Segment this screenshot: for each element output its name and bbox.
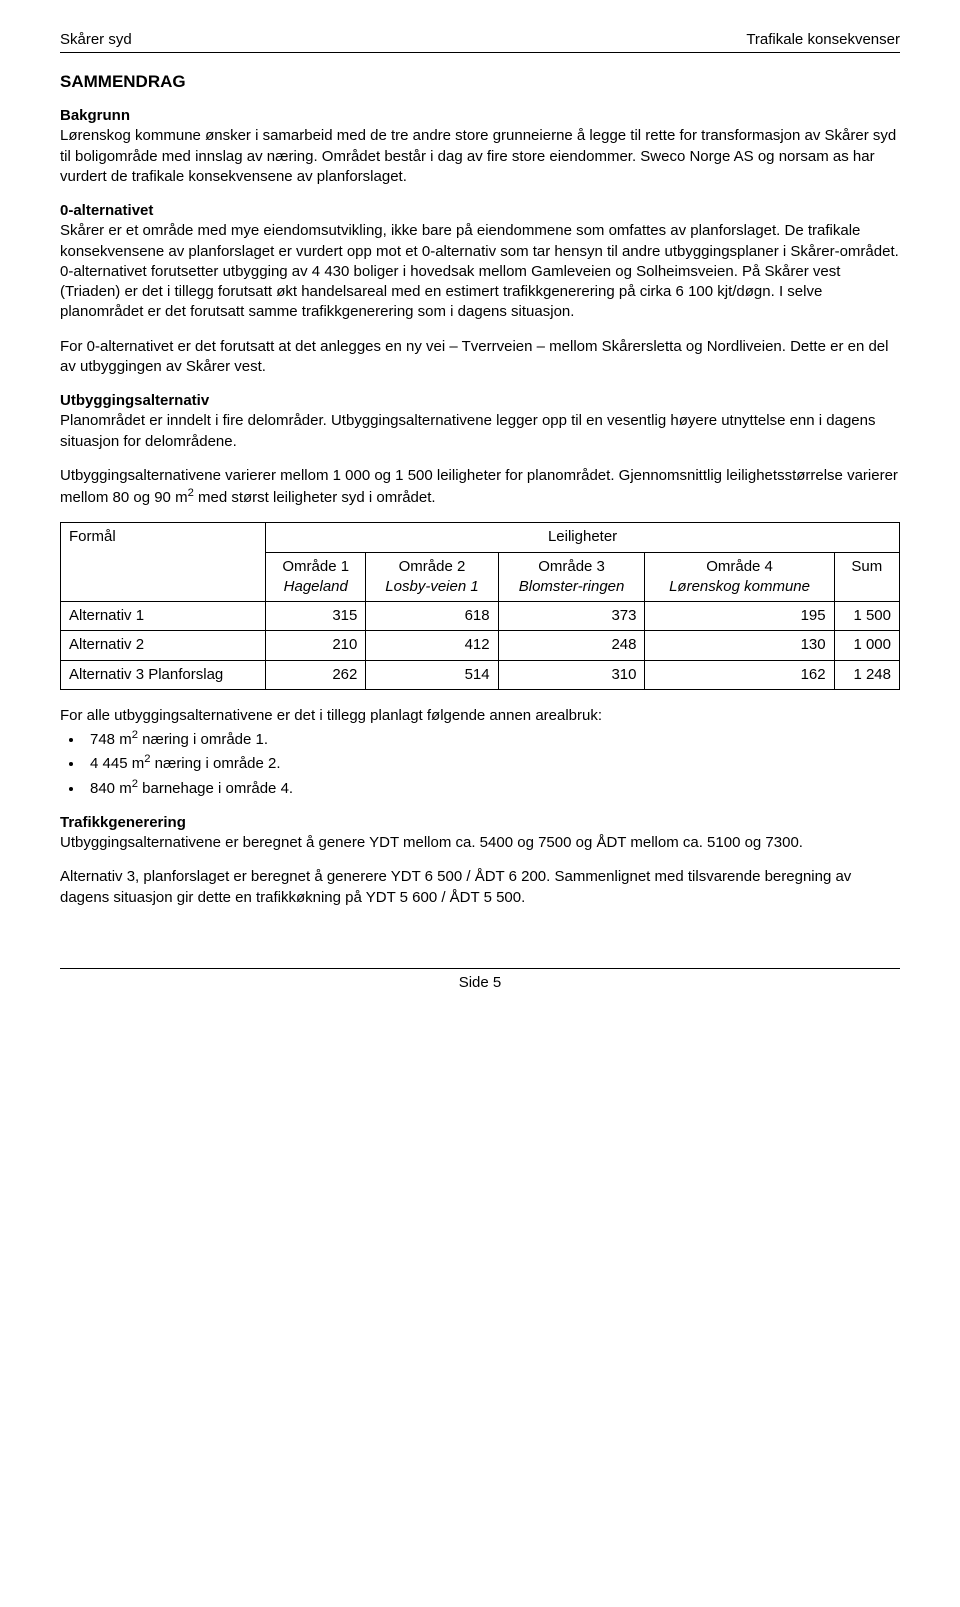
table-row: Alternativ 2 210 412 248 130 1 000 [61, 631, 900, 660]
text-span: næring i område 2. [150, 755, 280, 772]
page-number: Side 5 [459, 974, 502, 991]
cell: 262 [266, 660, 366, 689]
subheading-null-alternativ: 0-alternativet [60, 201, 900, 221]
subheading-trafikkgenerering: Trafikkgenerering [60, 813, 900, 833]
table-col-2: Område 2 Losby-veien 1 [366, 552, 498, 602]
cell: 1 500 [834, 602, 899, 631]
col-name: Område 1 [274, 557, 357, 577]
col-name: Sum [843, 557, 891, 577]
leiligheter-table: Formål Leiligheter Område 1 Hageland Omr… [60, 522, 900, 690]
col-name: Område 3 [507, 557, 637, 577]
list-item: 4 445 m2 næring i område 2. [84, 752, 900, 774]
table-col-3: Område 3 Blomster-ringen [498, 552, 645, 602]
cell: 248 [498, 631, 645, 660]
text-span: barnehage i område 4. [138, 780, 293, 797]
paragraph-bakgrunn: Lørenskog kommune ønsker i samarbeid med… [60, 126, 900, 187]
cell: 412 [366, 631, 498, 660]
cell: 1 000 [834, 631, 899, 660]
table-row: Alternativ 1 315 618 373 195 1 500 [61, 602, 900, 631]
page-footer: Side 5 [60, 968, 900, 993]
areal-intro: For alle utbyggingsalternativene er det … [60, 706, 900, 726]
areal-list: 748 m2 næring i område 1. 4 445 m2 nærin… [84, 728, 900, 799]
paragraph-trafikk-2: Alternativ 3, planforslaget er beregnet … [60, 867, 900, 908]
col-name: Område 2 [374, 557, 489, 577]
cell: 373 [498, 602, 645, 631]
col-sub: Lørenskog kommune [653, 577, 825, 597]
subheading-utbygging: Utbyggingsalternativ [60, 391, 900, 411]
table-header-formal: Formål [61, 523, 266, 602]
subheading-bakgrunn: Bakgrunn [60, 106, 900, 126]
text-span: med størst leiligheter syd i området. [194, 489, 436, 506]
row-label: Alternativ 2 [61, 631, 266, 660]
table-header-leiligheter: Leiligheter [266, 523, 900, 552]
cell: 130 [645, 631, 834, 660]
list-item: 748 m2 næring i område 1. [84, 728, 900, 750]
text-span: 748 m [90, 731, 132, 748]
paragraph-utbygging-2: Utbyggingsalternativene varierer mellom … [60, 466, 900, 509]
text-span: næring i område 1. [138, 731, 268, 748]
cell: 162 [645, 660, 834, 689]
header-left: Skårer syd [60, 30, 132, 50]
text-span: 840 m [90, 780, 132, 797]
col-sub: Losby-veien 1 [374, 577, 489, 597]
list-item: 840 m2 barnehage i område 4. [84, 777, 900, 799]
cell: 315 [266, 602, 366, 631]
table-col-4: Område 4 Lørenskog kommune [645, 552, 834, 602]
cell: 618 [366, 602, 498, 631]
row-label: Alternativ 1 [61, 602, 266, 631]
paragraph-null-alt-2: For 0-alternativet er det forutsatt at d… [60, 337, 900, 378]
table-row: Alternativ 3 Planforslag 262 514 310 162… [61, 660, 900, 689]
paragraph-utbygging-1: Planområdet er inndelt i fire delområder… [60, 411, 900, 452]
header-right: Trafikale konsekvenser [746, 30, 900, 50]
section-title-sammendrag: SAMMENDRAG [60, 71, 900, 94]
paragraph-null-alt-1: Skårer er et område med mye eiendomsutvi… [60, 221, 900, 322]
cell: 514 [366, 660, 498, 689]
table-header-row-1: Formål Leiligheter [61, 523, 900, 552]
table-col-sum: Sum [834, 552, 899, 602]
cell: 1 248 [834, 660, 899, 689]
col-sub: Hageland [274, 577, 357, 597]
cell: 210 [266, 631, 366, 660]
document-page: Skårer syd Trafikale konsekvenser SAMMEN… [0, 0, 960, 1033]
cell: 195 [645, 602, 834, 631]
col-sub: Blomster-ringen [507, 577, 637, 597]
text-span: Utbyggingsalternativene varierer mellom … [60, 467, 898, 506]
cell: 310 [498, 660, 645, 689]
page-header: Skårer syd Trafikale konsekvenser [60, 30, 900, 53]
table-col-1: Område 1 Hageland [266, 552, 366, 602]
col-name: Område 4 [653, 557, 825, 577]
row-label: Alternativ 3 Planforslag [61, 660, 266, 689]
text-span: 4 445 m [90, 755, 144, 772]
paragraph-trafikk-1: Utbyggingsalternativene er beregnet å ge… [60, 833, 900, 853]
